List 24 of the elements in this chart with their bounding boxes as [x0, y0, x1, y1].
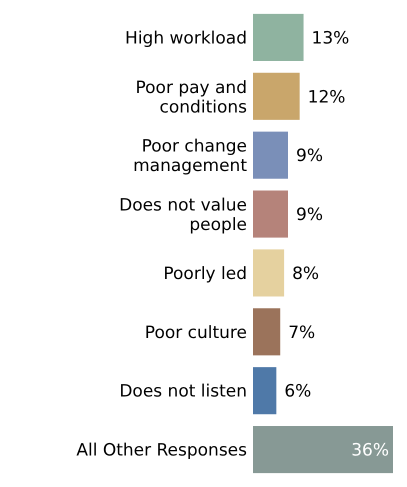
bar — [253, 72, 300, 120]
y-tick-label: Does not value people — [119, 196, 247, 236]
data-label: 7% — [288, 322, 316, 343]
bar — [253, 249, 284, 296]
bar — [253, 426, 393, 474]
data-label: 12% — [308, 87, 346, 108]
bar — [253, 367, 276, 414]
y-tick-label: Poorly led — [163, 264, 247, 284]
bar — [253, 190, 288, 238]
y-tick-label: All Other Responses — [76, 440, 248, 461]
y-tick-label: Poor culture — [144, 322, 247, 343]
data-label: 8% — [292, 264, 320, 284]
y-tick-label: High workload — [125, 28, 247, 48]
y-tick-label: Poor pay and conditions — [136, 78, 248, 118]
data-label: 9% — [296, 205, 323, 226]
y-tick-label: Poor change management — [133, 136, 248, 176]
data-label: 6% — [284, 382, 312, 402]
data-label: 36% — [351, 440, 389, 461]
data-label: 9% — [296, 146, 323, 166]
y-tick-label: Does not listen — [119, 382, 247, 402]
bar — [253, 132, 288, 179]
data-label: 13% — [312, 28, 350, 48]
bar — [253, 14, 304, 61]
bar — [253, 308, 280, 356]
